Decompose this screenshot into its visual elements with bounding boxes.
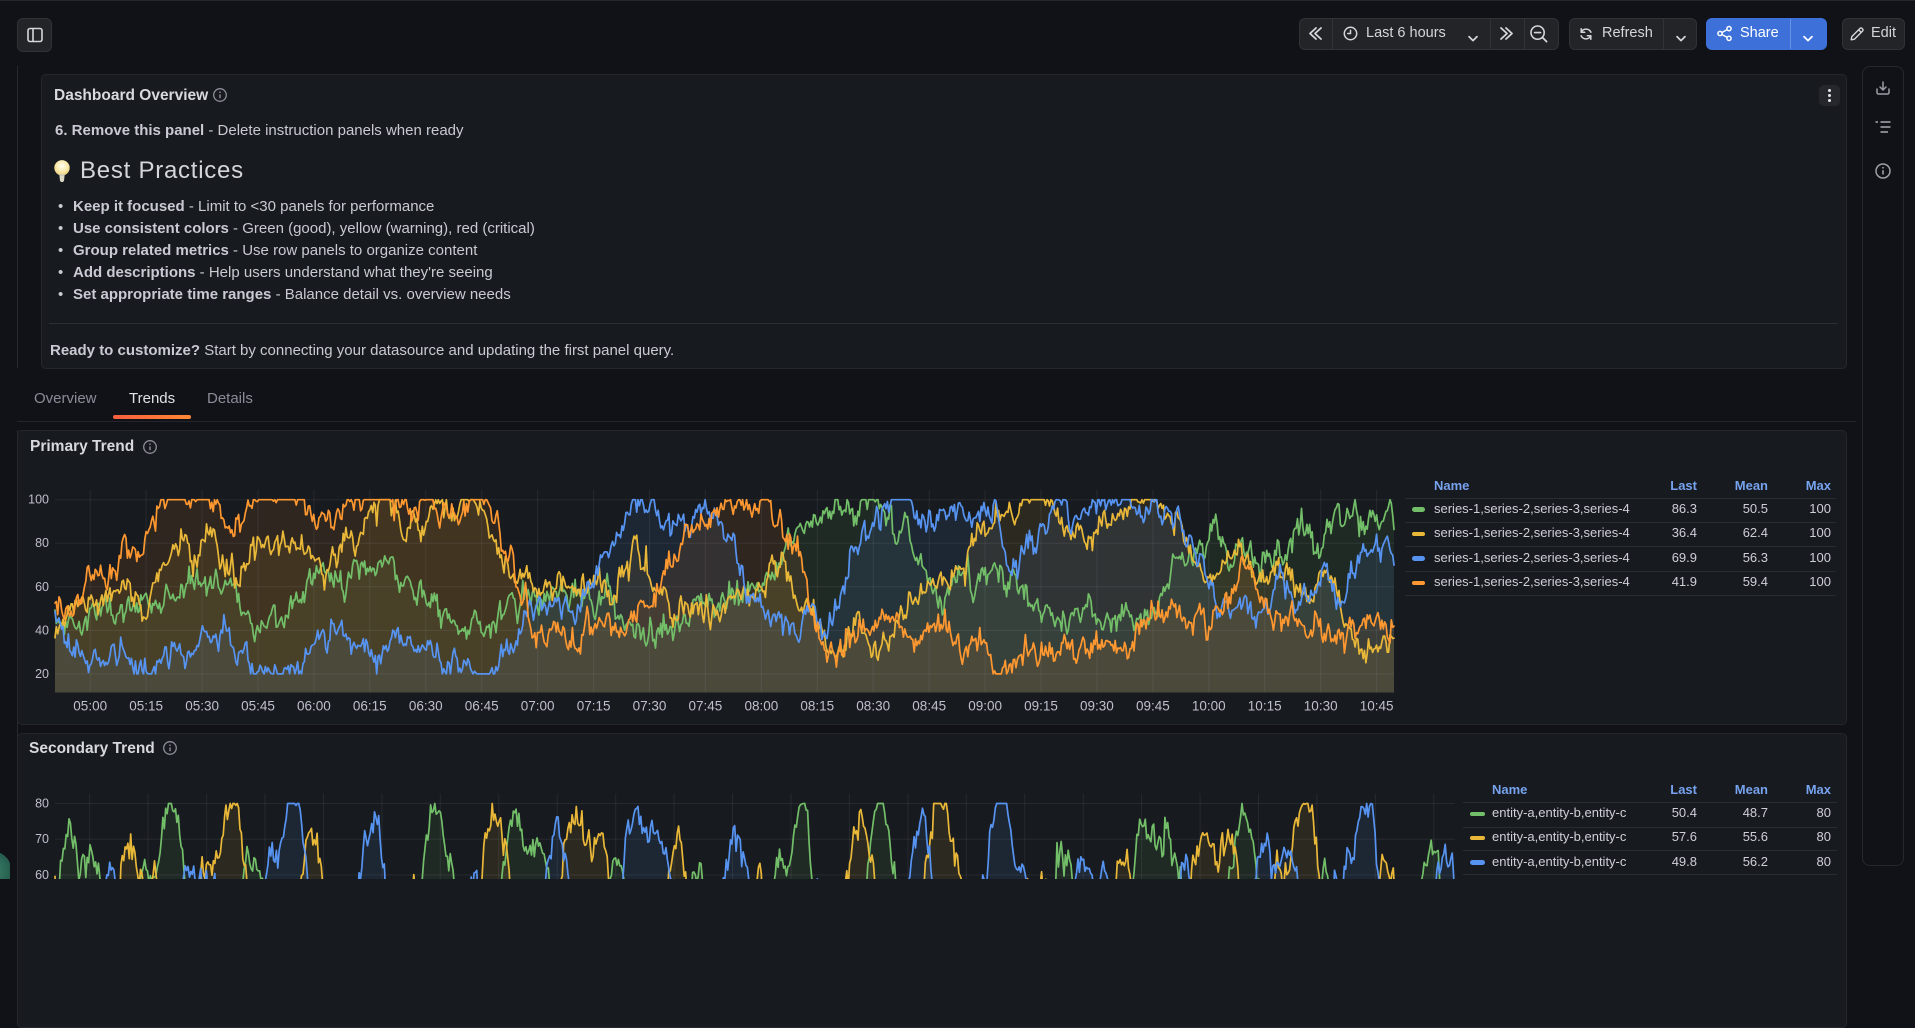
svg-text:100: 100	[28, 493, 49, 507]
svg-text:70: 70	[35, 832, 49, 846]
svg-text:20: 20	[35, 667, 49, 681]
svg-text:05:00: 05:00	[73, 699, 107, 714]
svg-text:10:45: 10:45	[1360, 699, 1394, 714]
svg-text:09:30: 09:30	[1080, 699, 1114, 714]
svg-text:09:45: 09:45	[1136, 699, 1170, 714]
svg-text:08:45: 08:45	[912, 699, 946, 714]
svg-text:10:00: 10:00	[1192, 699, 1226, 714]
svg-text:08:30: 08:30	[856, 699, 890, 714]
svg-text:07:30: 07:30	[633, 699, 667, 714]
svg-text:10:15: 10:15	[1248, 699, 1282, 714]
svg-text:05:45: 05:45	[241, 699, 275, 714]
svg-text:06:15: 06:15	[353, 699, 387, 714]
svg-text:09:15: 09:15	[1024, 699, 1058, 714]
svg-text:08:15: 08:15	[800, 699, 834, 714]
svg-text:07:00: 07:00	[521, 699, 555, 714]
svg-text:10:30: 10:30	[1304, 699, 1338, 714]
svg-text:40: 40	[35, 623, 49, 637]
svg-text:07:45: 07:45	[689, 699, 723, 714]
svg-text:80: 80	[35, 536, 49, 550]
svg-text:07:15: 07:15	[577, 699, 611, 714]
svg-text:06:00: 06:00	[297, 699, 331, 714]
svg-text:60: 60	[35, 580, 49, 594]
svg-text:05:15: 05:15	[129, 699, 163, 714]
svg-text:06:30: 06:30	[409, 699, 443, 714]
svg-text:06:45: 06:45	[465, 699, 499, 714]
svg-text:60: 60	[35, 868, 49, 879]
svg-text:80: 80	[35, 797, 49, 811]
svg-text:05:30: 05:30	[185, 699, 219, 714]
svg-text:09:00: 09:00	[968, 699, 1002, 714]
svg-text:08:00: 08:00	[745, 699, 779, 714]
